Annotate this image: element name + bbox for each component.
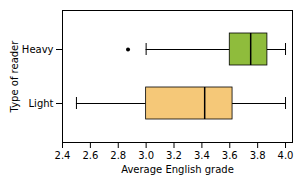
svg-text:Heavy: Heavy (22, 44, 54, 55)
svg-text:2.4: 2.4 (55, 150, 71, 161)
svg-text:2.6: 2.6 (82, 150, 98, 161)
svg-text:3.8: 3.8 (250, 150, 266, 161)
svg-text:3.0: 3.0 (138, 150, 154, 161)
svg-text:Type of reader: Type of reader (9, 40, 20, 114)
svg-text:4.0: 4.0 (278, 150, 294, 161)
svg-text:3.6: 3.6 (222, 150, 238, 161)
svg-text:3.2: 3.2 (166, 150, 182, 161)
svg-text:3.4: 3.4 (194, 150, 210, 161)
svg-text:Average English grade: Average English grade (121, 164, 234, 175)
svg-text:Light: Light (29, 98, 54, 109)
svg-text:2.8: 2.8 (110, 150, 126, 161)
